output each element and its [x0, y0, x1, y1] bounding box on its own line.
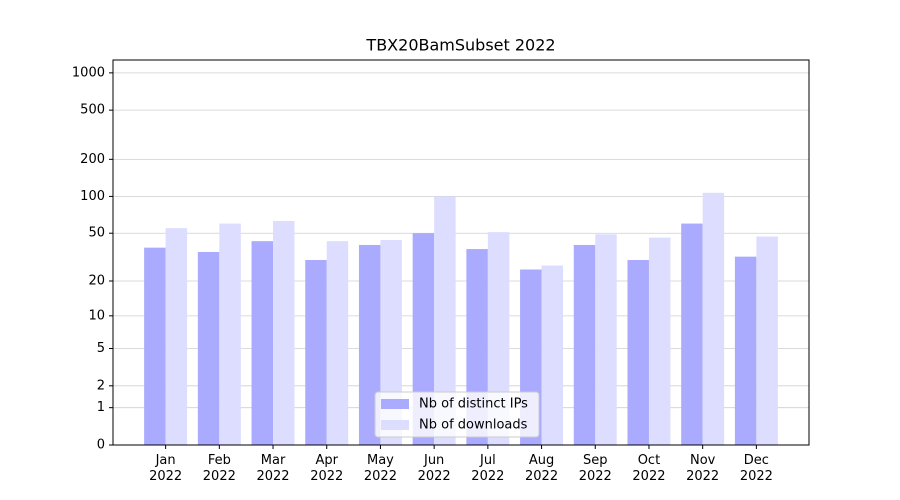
bar [573, 244, 596, 445]
chart-title: TBX20BamSubset 2022 [365, 36, 555, 55]
bar [702, 192, 725, 445]
y-tick-label: 20 [88, 274, 105, 289]
bar [756, 236, 778, 445]
y-tick-label: 1 [97, 400, 105, 415]
legend-label: Nb of downloads [419, 418, 528, 433]
y-tick-label: 500 [80, 103, 105, 118]
bar [595, 234, 617, 445]
bar [648, 237, 671, 445]
y-tick-label: 100 [80, 189, 105, 204]
bar [681, 223, 703, 445]
bar [326, 241, 349, 445]
x-tick-label: May 2022 [363, 453, 397, 484]
x-tick-label: Mar 2022 [256, 453, 290, 484]
y-tick-label: 2 [97, 378, 105, 393]
x-tick-label: Jun 2022 [417, 453, 451, 484]
bar [541, 265, 564, 445]
plot-frame [112, 59, 810, 446]
y-tick-label: 1000 [72, 65, 105, 80]
bar [165, 228, 188, 445]
x-tick-label: Apr 2022 [310, 453, 344, 484]
bar [197, 251, 220, 445]
bar [273, 220, 295, 445]
legend-box [374, 391, 540, 438]
legend-label: Nb of distinct IPs [419, 397, 528, 412]
x-tick-label: Oct 2022 [632, 453, 666, 484]
legend-swatch [381, 420, 409, 430]
bar [144, 247, 166, 445]
x-tick-label: Dec 2022 [739, 453, 773, 484]
x-tick-label: Jul 2022 [471, 453, 505, 484]
y-tick-label: 10 [88, 308, 105, 323]
bar [219, 223, 241, 445]
bar [434, 196, 456, 445]
y-tick-label: 5 [97, 341, 105, 356]
x-tick-label: Aug 2022 [525, 453, 559, 484]
bar [627, 260, 649, 445]
y-tick-label: 200 [80, 152, 105, 167]
x-tick-label: Nov 2022 [686, 453, 720, 484]
bar [251, 241, 274, 445]
x-tick-label: Jan 2022 [149, 453, 183, 484]
bar [305, 260, 327, 445]
bar [734, 256, 757, 445]
legend-swatch [381, 399, 409, 409]
x-tick-label: Feb 2022 [202, 453, 236, 484]
y-tick-label: 0 [97, 438, 105, 453]
x-tick-label: Sep 2022 [578, 453, 612, 484]
y-tick-label: 50 [88, 226, 105, 241]
